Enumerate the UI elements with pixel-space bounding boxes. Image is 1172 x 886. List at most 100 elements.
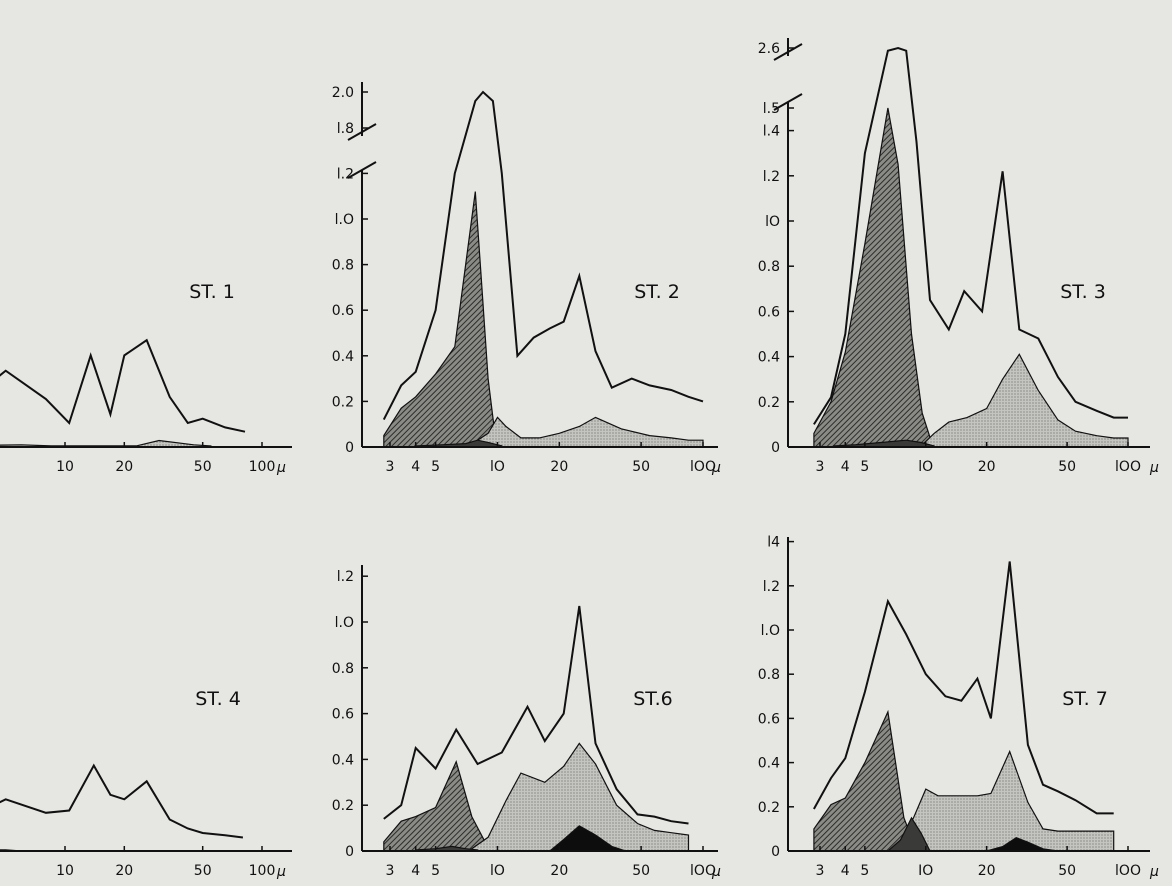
x-tick-label: 20: [550, 459, 568, 475]
station-label: ST. 7: [1062, 688, 1108, 710]
x-tick-label: 50: [194, 863, 212, 879]
x-tick-label: 3: [816, 459, 825, 475]
y-tick-label: l.2: [337, 166, 354, 182]
x-tick-label: 3: [386, 863, 395, 879]
x-tick-label: 5: [431, 863, 440, 879]
y-tick-label: 0.2: [332, 394, 354, 410]
y-tick-label: 0.6: [758, 711, 780, 727]
x-tick-label: 50: [1058, 459, 1076, 475]
y-tick-label: 0.6: [332, 707, 354, 723]
x-tick-label: 50: [632, 459, 650, 475]
x-unit-label: µ: [1149, 864, 1159, 880]
station-label: ST. 4: [195, 688, 241, 710]
y-tick-label: 0.8: [758, 667, 780, 683]
x-tick-label: 10: [56, 459, 74, 475]
panel-3: 3 4 5 lO 20 50 lOO µ 0 0.2 0.4 0.6 0.8 lO l.2 l.4 l.5 2.6…: [758, 38, 1159, 476]
y-tick-label: 0.4: [758, 350, 780, 366]
y-tick-label: l.2: [763, 169, 780, 185]
total-line: [813, 46, 1128, 425]
y-tick-label: 2.0: [332, 85, 354, 101]
x-tick-label: 20: [115, 459, 133, 475]
x-unit-label: µ: [711, 864, 721, 880]
y-tick-label: l.8: [337, 121, 354, 137]
x-tick-label: 3: [816, 863, 825, 879]
y-tick-label: 2.6: [758, 41, 780, 57]
y-break-mark: [347, 123, 377, 141]
x-tick-label: 20: [550, 863, 568, 879]
total-line: [0, 763, 244, 839]
x-tick-label: 4: [411, 863, 420, 879]
y-tick-label: 0: [771, 844, 780, 860]
x-unit-label: µ: [276, 864, 286, 880]
y-tick-label: 0.2: [758, 395, 780, 411]
station-label: ST.6: [633, 688, 673, 710]
y-tick-label: l.O: [335, 615, 354, 631]
station-label: ST. 1: [189, 281, 235, 303]
y-tick-label: 0.6: [332, 303, 354, 319]
total-line: [0, 338, 246, 433]
y-tick-label: 0.8: [758, 259, 780, 275]
x-tick-label: 50: [1058, 863, 1076, 879]
x-tick-label: 5: [860, 863, 869, 879]
area-stippled: [899, 749, 1115, 852]
x-tick-label: 4: [411, 459, 420, 475]
station-label: ST. 2: [634, 281, 680, 303]
y-break-mark: [773, 93, 803, 111]
y-tick-label: 0.4: [758, 756, 780, 772]
y-tick-label: l.2: [337, 569, 354, 585]
y-tick-label: 0.8: [332, 258, 354, 274]
x-unit-label: µ: [276, 460, 286, 476]
total-line: [382, 90, 704, 421]
y-tick-label: l.4: [763, 124, 780, 140]
panel-1: 10 20 50 100 µ ST. 1: [0, 281, 292, 476]
x-tick-label: 20: [115, 863, 133, 879]
y-tick-label: l4: [767, 535, 780, 551]
y-tick-label: 0.2: [332, 798, 354, 814]
y-tick-label: l.O: [335, 212, 354, 228]
x-tick-label: lO: [490, 459, 505, 475]
y-tick-label: lO: [765, 214, 780, 230]
x-tick-label: lOO: [690, 863, 716, 879]
x-tick-label: lOO: [1115, 459, 1141, 475]
y-tick-label: 0.4: [332, 349, 354, 365]
x-tick-label: 4: [841, 863, 850, 879]
x-tick-label: lOO: [1115, 863, 1141, 879]
x-tick-label: 100: [249, 863, 276, 879]
x-tick-label: 5: [860, 459, 869, 475]
area-stippled: [471, 742, 690, 852]
area-stippled: [920, 353, 1129, 448]
x-tick-label: 10: [56, 863, 74, 879]
y-break-mark: [773, 43, 803, 61]
y-tick-label: 0.8: [332, 661, 354, 677]
y-tick-label: l.O: [761, 623, 780, 639]
x-tick-label: IO: [918, 863, 933, 879]
panel-4: 10 20 50 100 µ ST. 4: [0, 688, 292, 880]
y-tick-label: 0.6: [758, 304, 780, 320]
station-label: ST. 3: [1060, 281, 1106, 303]
y-tick-label: l.5: [763, 101, 780, 117]
y-tick-label: 0.4: [332, 752, 354, 768]
x-unit-label: µ: [711, 460, 721, 476]
x-tick-label: lO: [490, 863, 505, 879]
x-tick-label: 20: [978, 459, 996, 475]
total-line: [813, 561, 1114, 815]
x-tick-label: lOO: [690, 459, 716, 475]
x-tick-label: 100: [249, 459, 276, 475]
panel-6: 3 4 5 IO 20 50 lOO µ 0 0.2 0.4 0.6 0.8 l.O l.2 l4 ST. 7: [758, 535, 1159, 880]
y-break-mark: [347, 161, 377, 179]
total-line: [383, 605, 689, 825]
y-tick-label: 0.2: [758, 800, 780, 816]
y-tick-label: 0: [771, 440, 780, 456]
x-tick-label: 50: [194, 459, 212, 475]
y-tick-label: 0: [345, 844, 354, 860]
x-tick-label: 20: [978, 863, 996, 879]
x-tick-label: 50: [632, 863, 650, 879]
x-tick-label: 5: [431, 459, 440, 475]
area-hatched: [383, 191, 497, 448]
x-tick-label: lO: [918, 459, 933, 475]
area-stippled: [477, 416, 704, 448]
y-tick-label: l.2: [763, 579, 780, 595]
